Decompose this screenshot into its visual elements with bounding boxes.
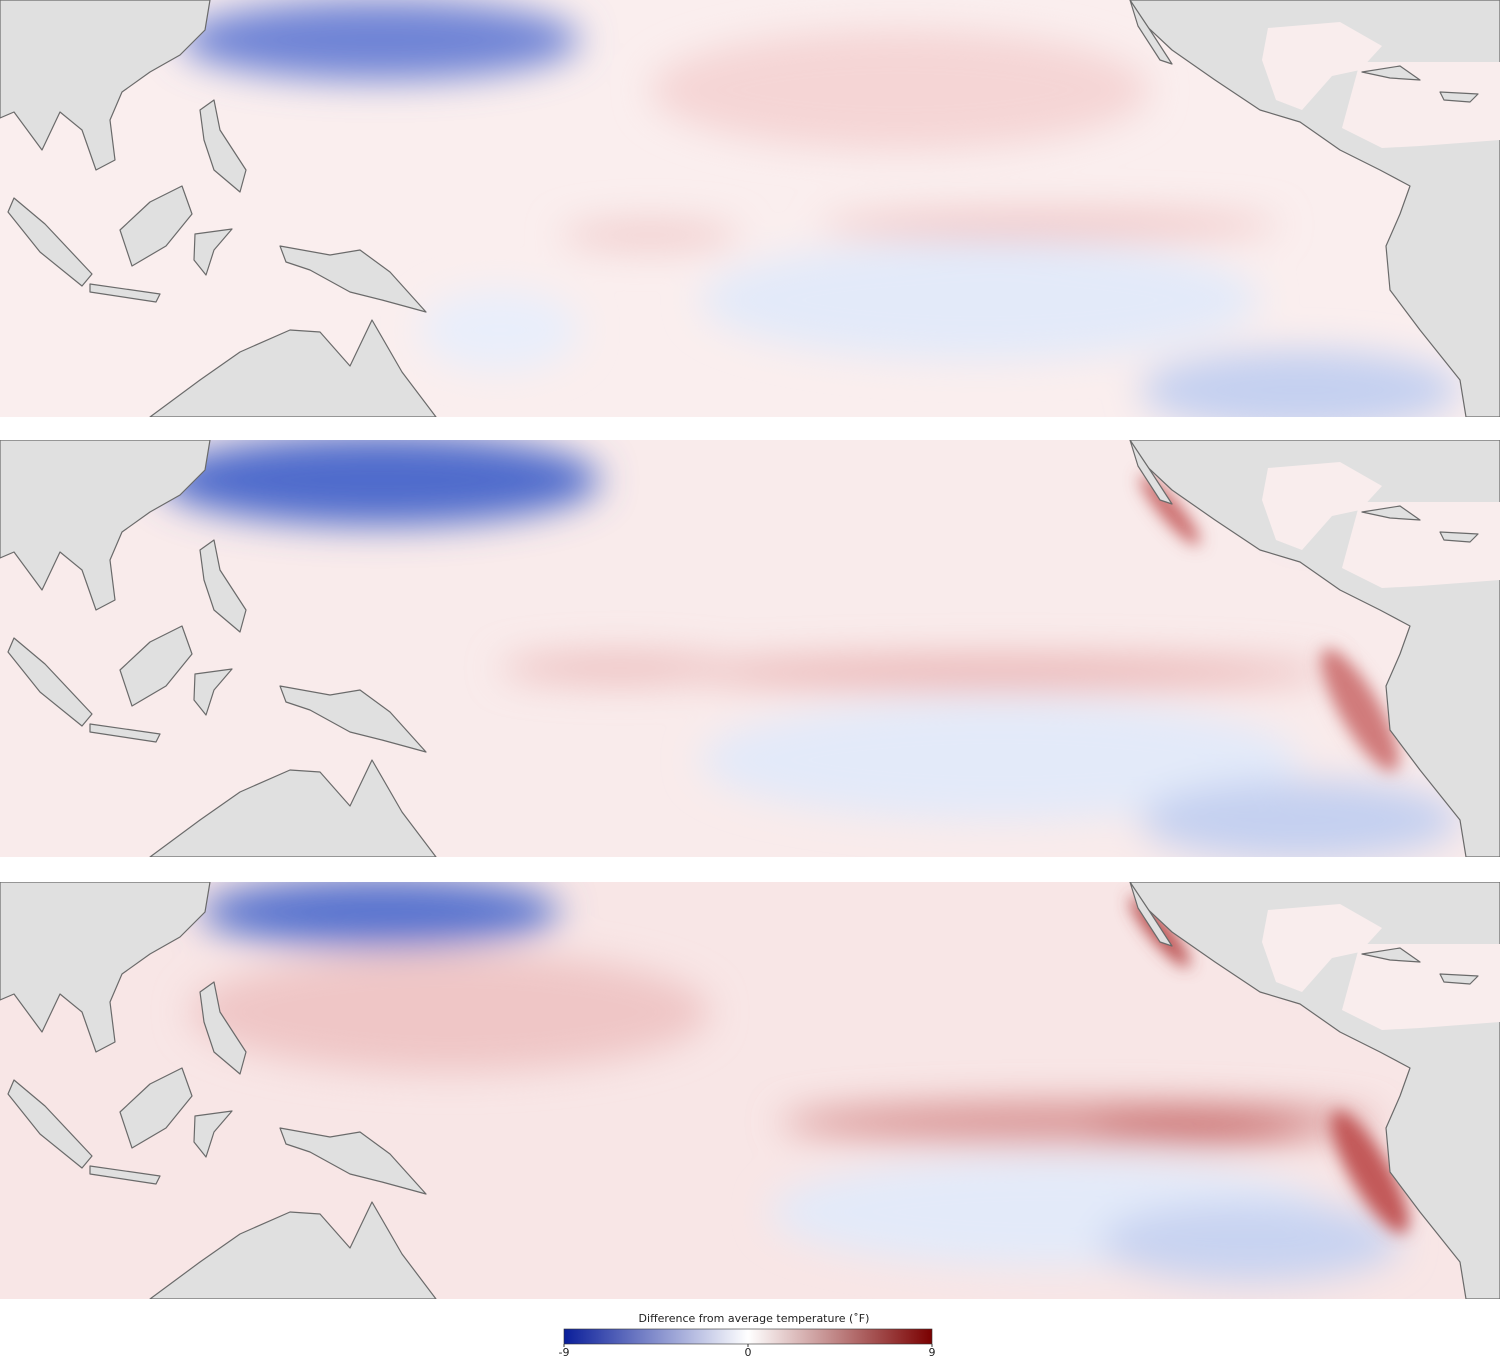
tick-label: 0: [745, 1346, 752, 1359]
legend-title: Difference from average temperature (˚F): [639, 1312, 870, 1325]
map-panel: [0, 0, 1500, 417]
tick-label: -9: [559, 1346, 570, 1359]
tick-label: 9: [929, 1346, 936, 1359]
map-panel: [0, 440, 1500, 857]
color-bar: [563, 1328, 933, 1345]
map-panel: [0, 882, 1500, 1299]
color-legend: Difference from average temperature (˚F)…: [559, 1312, 936, 1359]
